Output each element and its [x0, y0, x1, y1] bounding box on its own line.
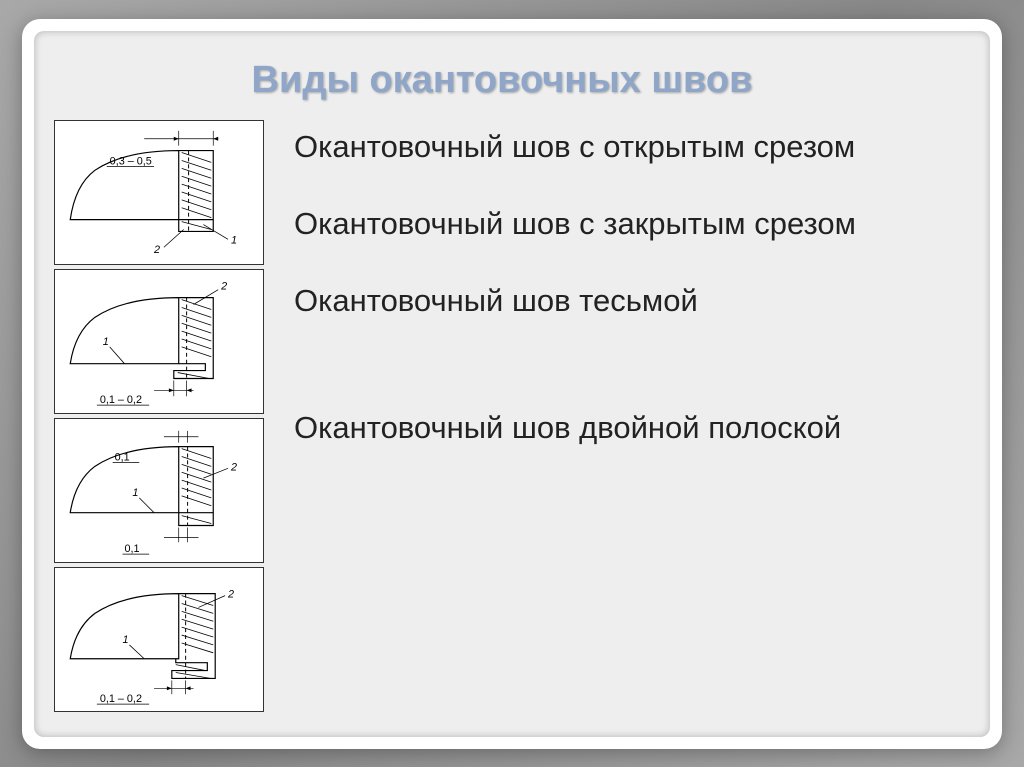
- slide-title: Виды окантовочных швов: [54, 59, 950, 102]
- desc-tape: Окантовочный шов тесьмой: [294, 282, 950, 319]
- leader-1: 1: [103, 335, 109, 347]
- dim-label-top: 0,3 – 0,5: [110, 155, 152, 167]
- leader-1: 1: [123, 633, 129, 645]
- slide-frame: Виды окантовочных швов: [22, 19, 1002, 749]
- desc-double-strip: Окантовочный шов двойной полоской: [294, 409, 950, 446]
- binding-hatch: [179, 150, 214, 231]
- leader-2: 2: [230, 461, 237, 473]
- diagram-double-strip: 2 1 0,1 – 0,2: [54, 567, 264, 712]
- diagram-closed-cut: 2 1 0,1 – 0,2: [54, 269, 264, 414]
- dim-label-top: 0,1: [115, 451, 130, 463]
- leader-2: 2: [227, 588, 234, 600]
- leader-2: 2: [153, 244, 160, 256]
- dim-label-bottom: 0,1 – 0,2: [100, 394, 142, 406]
- leader-2: 2: [220, 280, 227, 292]
- leader-1: 1: [231, 234, 237, 246]
- slide-inner: Виды окантовочных швов: [34, 31, 990, 737]
- diagram-column: 0,3 – 0,5 1 2: [54, 120, 264, 712]
- leader-1: 1: [132, 486, 138, 498]
- content-row: 0,3 – 0,5 1 2: [54, 120, 950, 712]
- desc-open-cut: Окантовочный шов с открытым срезом: [294, 128, 950, 165]
- dim-label-bottom: 0,1: [124, 543, 139, 555]
- desc-closed-cut: Окантовочный шов с закрытым срезом: [294, 205, 950, 242]
- dim-label-bottom: 0,1 – 0,2: [100, 693, 142, 705]
- diagram-tape: 0,1 0,1 2 1: [54, 418, 264, 563]
- diagram-open-cut: 0,3 – 0,5 1 2: [54, 120, 264, 265]
- description-column: Окантовочный шов с открытым срезом Окант…: [294, 120, 950, 712]
